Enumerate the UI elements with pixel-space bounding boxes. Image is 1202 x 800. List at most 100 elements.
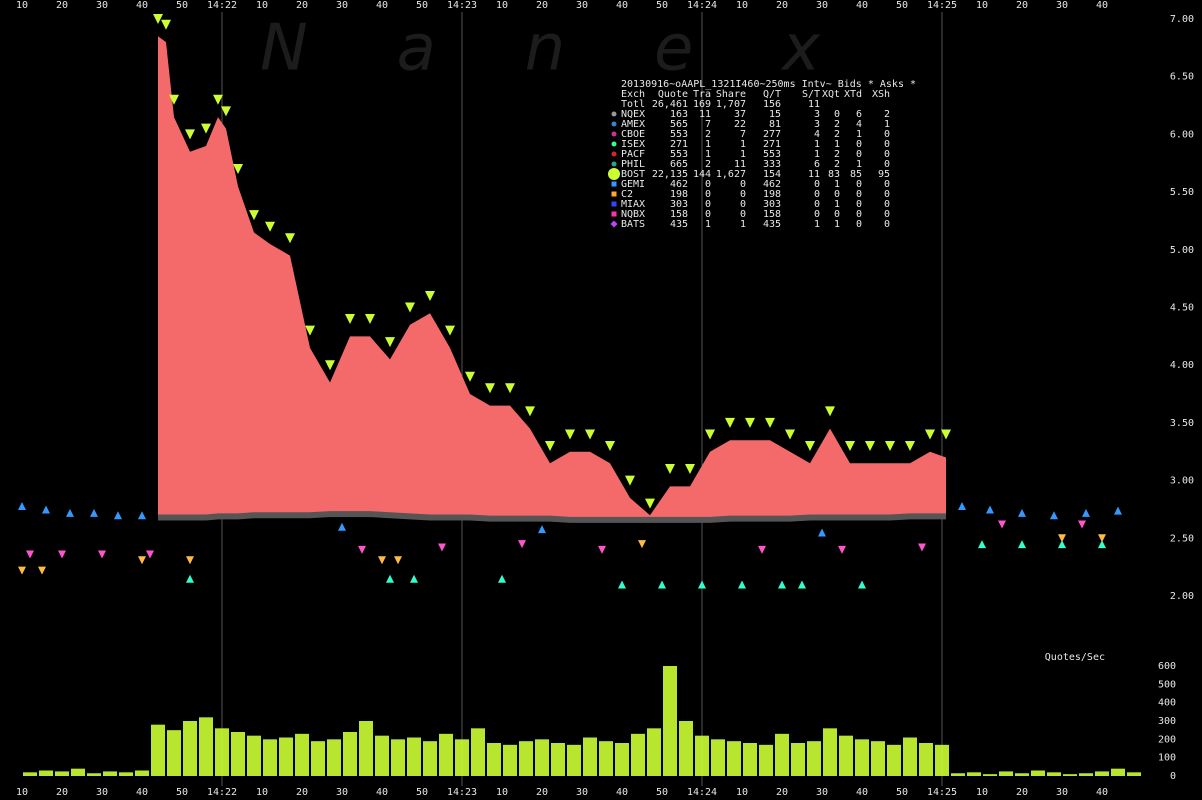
- quote-marker: [798, 580, 806, 589]
- quote-marker: [394, 556, 402, 565]
- x-tick-label: 30: [1056, 787, 1068, 798]
- bar: [359, 721, 373, 776]
- table-cell: 169: [693, 99, 711, 110]
- quote-marker: [498, 574, 506, 583]
- ask-marker: [249, 210, 259, 221]
- bar: [823, 728, 837, 776]
- legend-marker: [611, 111, 617, 117]
- ask-marker: [745, 417, 755, 428]
- x-tick-label: 14:25: [927, 0, 957, 11]
- bar: [199, 717, 213, 776]
- x-tick-label: 50: [416, 787, 428, 798]
- ask-marker: [365, 314, 375, 325]
- bar: [23, 772, 37, 776]
- y-tick-label: 100: [1158, 753, 1176, 764]
- table-cell: Tra: [693, 89, 711, 100]
- ask-marker: [925, 429, 935, 440]
- x-tick-label: 50: [416, 0, 428, 11]
- table-cell: 0: [705, 189, 711, 200]
- x-tick-label: 30: [96, 0, 108, 11]
- ask-marker: [645, 498, 655, 509]
- x-tick-label: 10: [16, 0, 28, 11]
- bar: [951, 773, 965, 776]
- x-tick-label: 20: [56, 0, 68, 11]
- table-cell: 11: [734, 159, 746, 170]
- x-tick-label: 10: [496, 787, 508, 798]
- low-band: [158, 511, 946, 523]
- ask-marker: [265, 221, 275, 232]
- ask-marker: [545, 440, 555, 451]
- bar: [1015, 773, 1029, 776]
- bar: [55, 771, 69, 776]
- x-tick-label: 20: [1016, 0, 1028, 11]
- ask-marker: [785, 429, 795, 440]
- table-cell: Exch: [621, 89, 645, 100]
- legend-marker: [611, 181, 617, 187]
- table-cell: 2: [834, 129, 840, 140]
- bar: [375, 735, 389, 776]
- table-cell: 277: [763, 129, 781, 140]
- ask-marker: [445, 325, 455, 336]
- legend-marker: [608, 168, 620, 180]
- x-tick-label: 50: [896, 0, 908, 11]
- table-cell: 158: [763, 209, 781, 220]
- ask-marker: [305, 325, 315, 336]
- table-cell: 462: [670, 179, 688, 190]
- ask-marker: [465, 371, 475, 382]
- table-cell: 1: [834, 219, 840, 230]
- table-cell: 1: [705, 219, 711, 230]
- quote-marker: [98, 550, 106, 559]
- table-cell: 11: [808, 169, 820, 180]
- bar: [503, 744, 517, 776]
- table-cell: 4: [856, 119, 862, 130]
- quote-marker: [186, 556, 194, 565]
- ask-marker: [201, 123, 211, 134]
- table-cell: 37: [734, 109, 746, 120]
- bar: [1111, 768, 1125, 776]
- table-cell: 2: [834, 149, 840, 160]
- x-tick-label: 50: [896, 787, 908, 798]
- bar: [567, 744, 581, 776]
- table-cell: 7: [740, 129, 746, 140]
- quote-marker: [138, 556, 146, 565]
- x-tick-label: 50: [656, 0, 668, 11]
- table-cell: 0: [740, 209, 746, 220]
- quote-marker: [1058, 534, 1066, 543]
- y-tick-label: 500: [1158, 679, 1176, 690]
- table-cell: 271: [763, 139, 781, 150]
- bar: [871, 741, 885, 776]
- table-cell: ISEX: [621, 139, 645, 150]
- ask-marker: [765, 417, 775, 428]
- ask-marker: [153, 14, 163, 24]
- y-tick-label: 2.00: [1170, 591, 1194, 602]
- table-cell: BATS: [621, 219, 645, 230]
- quote-marker: [18, 566, 26, 575]
- y-tick-label: 5.00: [1170, 245, 1194, 256]
- bar: [343, 732, 357, 776]
- ask-marker: [665, 464, 675, 475]
- bar: [919, 743, 933, 776]
- quote-marker: [778, 580, 786, 589]
- quote-marker: [114, 511, 122, 520]
- table-cell: 1: [856, 129, 862, 140]
- ask-marker: [865, 440, 875, 451]
- bar: [775, 733, 789, 776]
- table-cell: 11: [699, 109, 711, 120]
- ask-marker: [825, 406, 835, 417]
- y-tick-label: 5.50: [1170, 187, 1194, 198]
- ask-marker: [845, 440, 855, 451]
- x-tick-label: 14:24: [687, 0, 717, 11]
- ask-marker: [285, 233, 295, 244]
- quote-marker: [42, 505, 50, 514]
- table-cell: 0: [705, 209, 711, 220]
- table-cell: 435: [670, 219, 688, 230]
- ask-marker: [625, 475, 635, 486]
- quote-marker: [858, 580, 866, 589]
- table-cell: 1: [740, 219, 746, 230]
- table-cell: 0: [856, 189, 862, 200]
- bar: [87, 773, 101, 776]
- ask-marker: [805, 440, 815, 451]
- quote-marker: [658, 580, 666, 589]
- table-cell: 2: [705, 159, 711, 170]
